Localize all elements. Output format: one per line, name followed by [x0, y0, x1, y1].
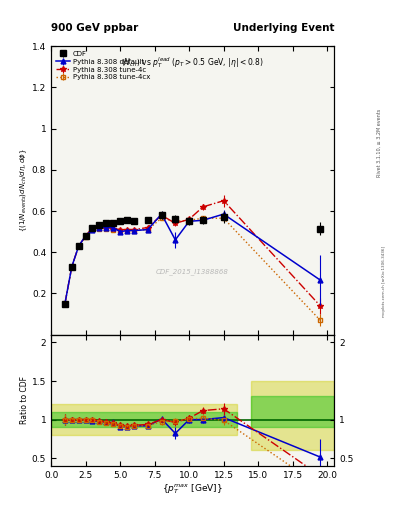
Legend: CDF, Pythia 8.308 default, Pythia 8.308 tune-4c, Pythia 8.308 tune-4cx: CDF, Pythia 8.308 default, Pythia 8.308 …: [55, 50, 151, 82]
Bar: [251, 381, 334, 451]
Bar: [51, 412, 237, 428]
Y-axis label: Ratio to CDF: Ratio to CDF: [20, 376, 29, 424]
Text: $\langle N_{ch}\rangle$ vs $p_T^{lead}$ ($p_T > 0.5$ GeV, $|\eta| < 0.8$): $\langle N_{ch}\rangle$ vs $p_T^{lead}$ …: [121, 55, 264, 70]
X-axis label: $\{p_T^{max}$ [GeV]$\}$: $\{p_T^{max}$ [GeV]$\}$: [162, 482, 223, 496]
Text: CDF_2015_I1388868: CDF_2015_I1388868: [156, 268, 229, 274]
Bar: [251, 396, 334, 428]
Text: mcplots.cern.ch [arXiv:1306.3436]: mcplots.cern.ch [arXiv:1306.3436]: [382, 246, 386, 317]
Bar: [51, 404, 237, 435]
Text: 900 GeV ppbar: 900 GeV ppbar: [51, 23, 138, 33]
Text: Rivet 3.1.10, ≥ 3.2M events: Rivet 3.1.10, ≥ 3.2M events: [377, 109, 382, 178]
Text: Underlying Event: Underlying Event: [233, 23, 334, 33]
Y-axis label: $\{(1/N_{events}) dN_{ch}/d\eta, d\phi\}$: $\{(1/N_{events}) dN_{ch}/d\eta, d\phi\}…: [18, 148, 29, 232]
